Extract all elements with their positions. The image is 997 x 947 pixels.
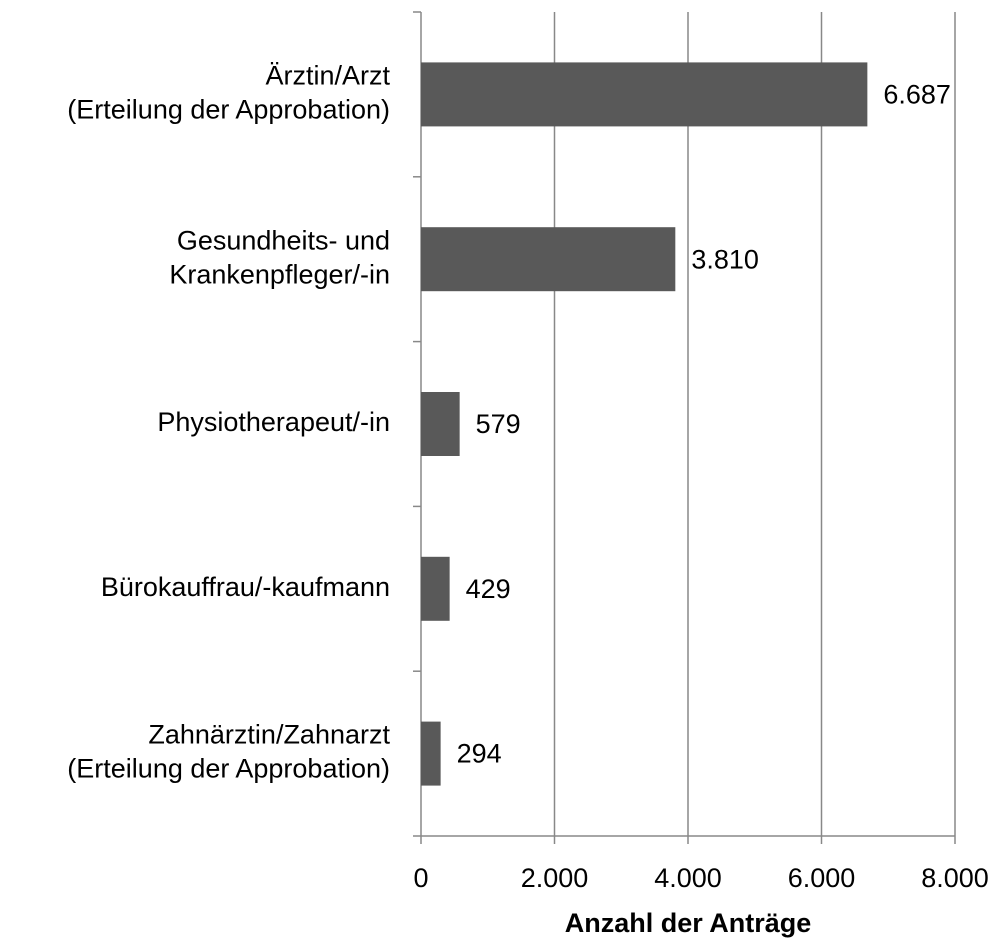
y-tick-label: (Erteilung der Approbation) (67, 95, 390, 125)
bar (421, 556, 450, 621)
x-tick-label: 0 (413, 863, 428, 893)
y-tick-label: Bürokauffrau/-kaufmann (101, 572, 390, 602)
value-label: 579 (476, 409, 521, 439)
x-tick-label: 8.000 (921, 863, 989, 893)
value-label: 429 (466, 574, 511, 604)
bar (421, 721, 441, 786)
y-tick-label: Zahnärztin/Zahnarzt (148, 720, 390, 750)
value-label: 6.687 (883, 80, 951, 110)
x-tick-label: 2.000 (521, 863, 589, 893)
x-axis-title: Anzahl der Anträge (565, 908, 812, 938)
y-tick-label: Ärztin/Arzt (265, 61, 390, 91)
x-tick-label: 4.000 (654, 863, 722, 893)
value-label: 3.810 (691, 244, 759, 274)
bar (421, 392, 460, 456)
value-label: 294 (457, 739, 502, 769)
bar (421, 227, 676, 292)
y-tick-label: Physiotherapeut/-in (157, 407, 390, 437)
y-tick-label: Krankenpfleger/-in (169, 259, 390, 289)
x-tick-label: 6.000 (788, 863, 856, 893)
bar (421, 62, 868, 127)
y-tick-label: (Erteilung der Approbation) (67, 754, 390, 784)
y-tick-label: Gesundheits- und (177, 225, 390, 255)
